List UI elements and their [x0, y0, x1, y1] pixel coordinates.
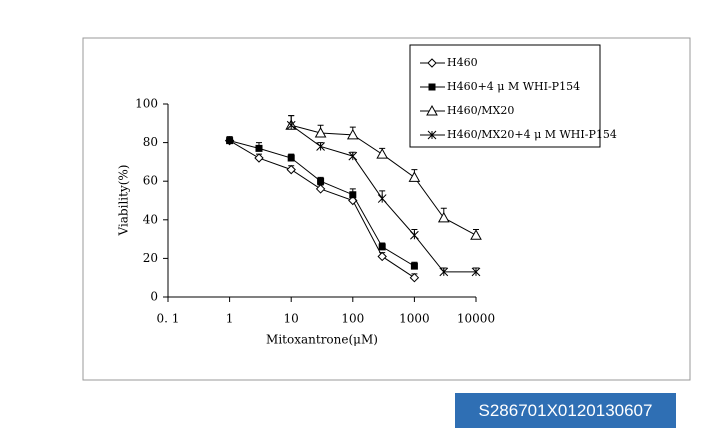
data-point — [316, 142, 325, 151]
x-tick-label: 0. 1 — [157, 312, 180, 326]
data-point — [409, 272, 420, 283]
data-point — [437, 211, 450, 223]
data-point — [226, 137, 234, 145]
data-point — [346, 128, 359, 140]
id-badge: S286701X0120130607 — [455, 393, 676, 428]
legend-box — [409, 44, 601, 148]
data-point — [348, 151, 358, 161]
y-tick-label: 80 — [143, 135, 158, 149]
data-point — [471, 267, 481, 277]
data-point — [410, 262, 418, 270]
data-point — [377, 194, 387, 203]
x-tick-label: 1000 — [399, 312, 430, 326]
data-point — [314, 126, 327, 138]
data-point — [287, 154, 295, 162]
legend-marker — [427, 58, 437, 68]
legend-marker — [428, 83, 436, 91]
data-point — [377, 251, 387, 262]
x-axis-label: Mitoxantrone(μM) — [266, 333, 378, 347]
y-tick-label: 100 — [135, 97, 158, 111]
y-tick-label: 40 — [143, 212, 158, 226]
data-point — [286, 164, 296, 175]
legend-label: H460/MX20+4 μ M WHI-P154 — [447, 128, 617, 141]
data-point — [378, 243, 386, 251]
x-tick-label: 1 — [226, 312, 234, 326]
data-point — [439, 267, 449, 277]
y-tick-label: 20 — [143, 251, 158, 265]
legend-label: H460 — [447, 56, 478, 69]
series-line — [229, 140, 415, 279]
data-point — [254, 153, 264, 163]
legend-marker — [426, 104, 438, 116]
chart-frame — [82, 37, 691, 381]
y-tick-label: 0 — [150, 290, 158, 304]
data-point — [349, 191, 357, 199]
x-tick-label: 100 — [341, 312, 364, 326]
x-tick-label: 10000 — [457, 312, 495, 326]
y-tick-label: 60 — [143, 174, 158, 188]
legend-label: H460/MX20 — [447, 104, 514, 117]
data-point — [376, 148, 389, 159]
data-point — [470, 229, 482, 240]
data-point — [408, 171, 421, 182]
data-point — [317, 177, 325, 185]
y-axis-label: Viability(%) — [117, 164, 131, 236]
data-point — [315, 184, 326, 194]
x-tick-label: 10 — [284, 312, 299, 326]
data-point — [286, 120, 296, 130]
legend-marker — [427, 130, 437, 140]
legend-label: H460+4 μ M WHI-P154 — [447, 80, 580, 93]
data-point — [255, 144, 263, 152]
data-point — [410, 230, 419, 240]
